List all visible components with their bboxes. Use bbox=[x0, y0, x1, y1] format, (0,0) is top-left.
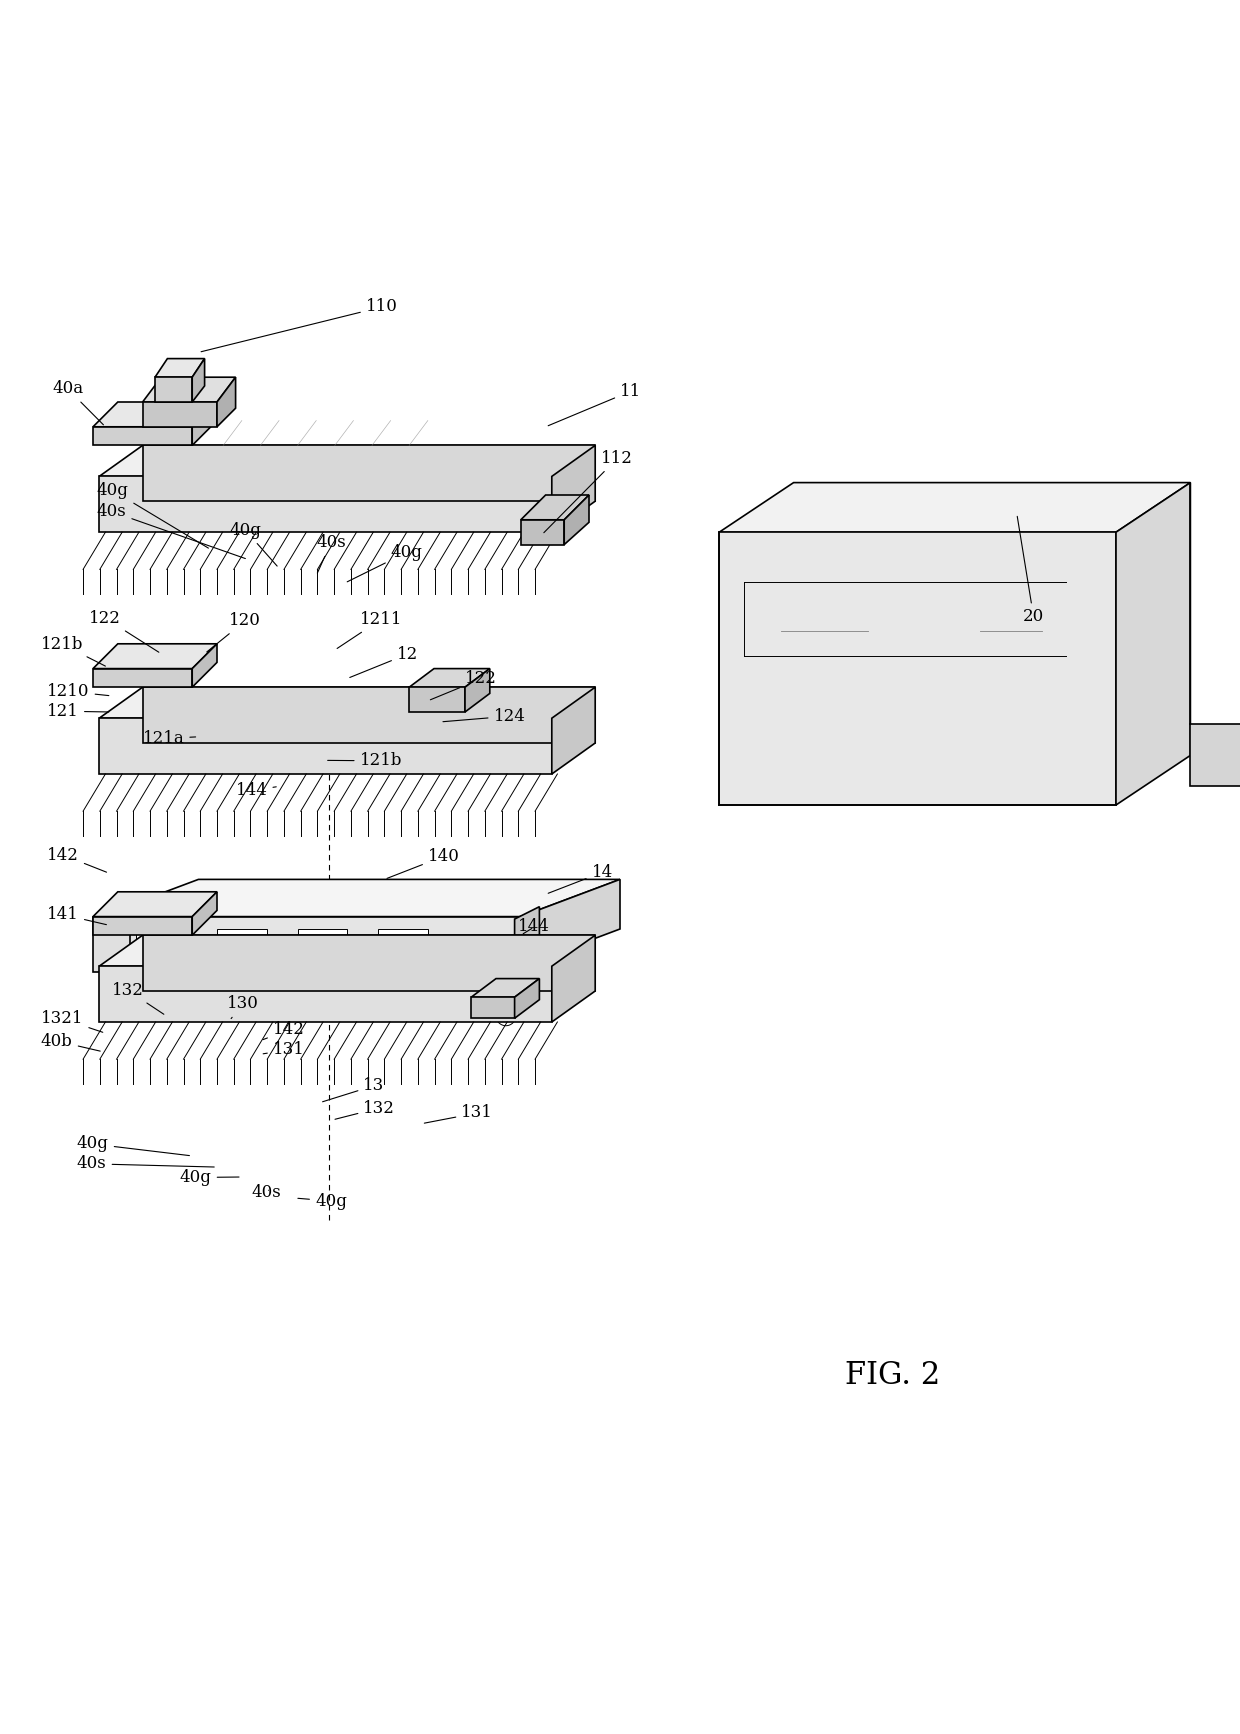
Text: 40g: 40g bbox=[97, 482, 208, 548]
Text: 120: 120 bbox=[207, 612, 262, 652]
Text: 141: 141 bbox=[47, 907, 107, 924]
Text: 112: 112 bbox=[544, 449, 634, 532]
Text: FIG. 2: FIG. 2 bbox=[846, 1359, 940, 1391]
Polygon shape bbox=[99, 477, 552, 532]
Text: 40s: 40s bbox=[252, 1184, 281, 1202]
Text: 132: 132 bbox=[335, 1099, 396, 1118]
Polygon shape bbox=[719, 532, 1116, 805]
Polygon shape bbox=[136, 929, 186, 954]
Polygon shape bbox=[298, 929, 347, 954]
Polygon shape bbox=[143, 446, 595, 501]
Polygon shape bbox=[471, 997, 515, 1018]
Polygon shape bbox=[99, 935, 595, 966]
Text: 142: 142 bbox=[263, 1021, 305, 1040]
Polygon shape bbox=[192, 643, 217, 687]
Polygon shape bbox=[143, 687, 595, 742]
Text: 40g: 40g bbox=[180, 1169, 239, 1186]
Polygon shape bbox=[1190, 725, 1240, 787]
Text: 40s: 40s bbox=[77, 1155, 215, 1172]
Polygon shape bbox=[409, 669, 490, 687]
Text: 40g: 40g bbox=[229, 522, 278, 565]
Polygon shape bbox=[93, 669, 192, 687]
Circle shape bbox=[547, 529, 557, 539]
Text: 40g: 40g bbox=[347, 544, 423, 583]
Polygon shape bbox=[99, 718, 552, 773]
Polygon shape bbox=[552, 446, 595, 532]
Polygon shape bbox=[99, 446, 595, 477]
Polygon shape bbox=[409, 687, 465, 713]
Text: 121b: 121b bbox=[41, 636, 105, 666]
Polygon shape bbox=[93, 427, 192, 446]
Polygon shape bbox=[465, 669, 490, 713]
Polygon shape bbox=[521, 520, 564, 544]
Text: 131: 131 bbox=[424, 1105, 494, 1124]
Polygon shape bbox=[378, 929, 428, 954]
Text: 20: 20 bbox=[1017, 517, 1044, 626]
Text: 142: 142 bbox=[47, 846, 107, 872]
Polygon shape bbox=[217, 378, 236, 427]
Text: 122: 122 bbox=[89, 610, 159, 652]
Polygon shape bbox=[192, 402, 217, 446]
Polygon shape bbox=[143, 935, 595, 992]
Text: 40a: 40a bbox=[52, 380, 103, 425]
Text: 14: 14 bbox=[548, 864, 613, 893]
Text: 1210: 1210 bbox=[47, 683, 109, 701]
Text: 11: 11 bbox=[548, 383, 641, 427]
Text: 130: 130 bbox=[227, 995, 259, 1018]
Polygon shape bbox=[99, 966, 552, 1021]
Text: 124: 124 bbox=[443, 707, 526, 725]
Text: 12: 12 bbox=[350, 645, 418, 678]
Polygon shape bbox=[552, 687, 595, 773]
Text: 1321: 1321 bbox=[41, 1011, 103, 1032]
Text: 1211: 1211 bbox=[337, 610, 402, 649]
Text: 144: 144 bbox=[518, 919, 551, 935]
Polygon shape bbox=[99, 917, 521, 966]
Polygon shape bbox=[515, 907, 539, 954]
Polygon shape bbox=[217, 929, 267, 954]
Polygon shape bbox=[99, 687, 595, 718]
Polygon shape bbox=[93, 891, 217, 917]
Text: 121a: 121a bbox=[143, 730, 196, 747]
Text: 140: 140 bbox=[387, 848, 460, 879]
Text: 40g: 40g bbox=[77, 1136, 190, 1155]
Polygon shape bbox=[515, 978, 539, 1018]
Polygon shape bbox=[1116, 482, 1190, 805]
Text: 121: 121 bbox=[47, 702, 109, 720]
Polygon shape bbox=[155, 359, 205, 378]
Polygon shape bbox=[564, 494, 589, 544]
Text: 40s: 40s bbox=[316, 534, 346, 572]
Polygon shape bbox=[192, 359, 205, 402]
Polygon shape bbox=[99, 879, 620, 917]
Polygon shape bbox=[93, 643, 217, 669]
Text: 121b: 121b bbox=[327, 753, 402, 770]
Polygon shape bbox=[93, 917, 130, 973]
Polygon shape bbox=[471, 978, 539, 997]
Polygon shape bbox=[552, 935, 595, 1021]
Bar bbox=[905, 631, 955, 694]
Text: 132: 132 bbox=[112, 981, 164, 1014]
Polygon shape bbox=[155, 378, 192, 402]
Polygon shape bbox=[719, 482, 1190, 532]
Polygon shape bbox=[143, 402, 217, 427]
Polygon shape bbox=[521, 494, 589, 520]
Text: 13: 13 bbox=[322, 1077, 384, 1101]
Text: 122: 122 bbox=[430, 671, 497, 701]
Text: 110: 110 bbox=[201, 298, 398, 352]
Text: 144: 144 bbox=[236, 782, 277, 799]
Polygon shape bbox=[192, 891, 217, 935]
Polygon shape bbox=[143, 378, 236, 402]
Text: 40g: 40g bbox=[298, 1193, 347, 1210]
Bar bbox=[980, 631, 1042, 730]
Bar bbox=[781, 631, 868, 730]
Text: 40b: 40b bbox=[41, 1032, 100, 1051]
Polygon shape bbox=[521, 879, 620, 966]
Text: 131: 131 bbox=[263, 1040, 305, 1058]
Polygon shape bbox=[93, 917, 192, 935]
Polygon shape bbox=[93, 402, 217, 427]
Text: 40s: 40s bbox=[97, 503, 246, 558]
